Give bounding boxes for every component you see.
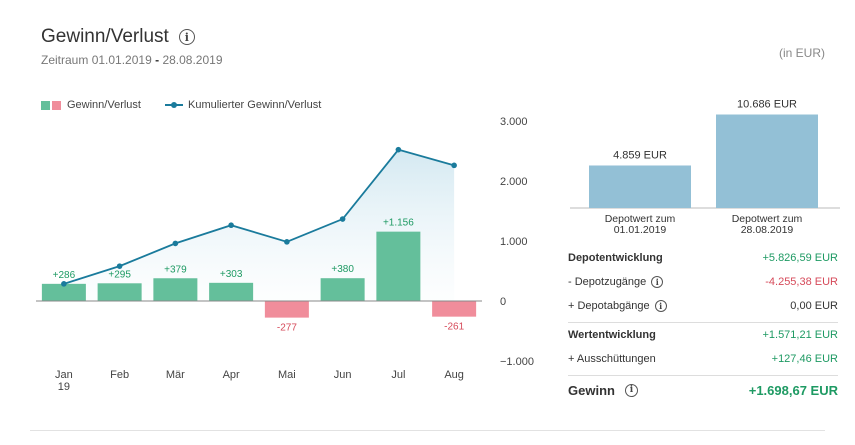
data-label: +303: [220, 269, 243, 280]
x-tick-label: Jul: [391, 369, 405, 381]
line-point: [172, 240, 179, 247]
legend-swatch-positive: [41, 100, 50, 110]
page-title-text: Gewinn/Verlust: [41, 26, 169, 47]
table-row: Wertentwicklung +1.571,21 EUR: [568, 323, 838, 347]
table-row: + Ausschüttungen +127,46 EUR: [568, 347, 838, 371]
row-label-text: + Ausschüttungen: [568, 353, 656, 365]
depot-value-label: 4.859 EUR: [613, 149, 667, 161]
period-end: 28.08.2019: [162, 53, 223, 67]
bar: [432, 301, 477, 317]
legend-item-line[interactable]: Kumulierter Gewinn/Verlust: [164, 99, 322, 111]
bar: [97, 283, 142, 301]
depot-category-label: 28.08.2019: [741, 224, 794, 236]
data-label: +380: [331, 264, 354, 275]
row-label-text: Wertentwicklung: [568, 329, 656, 341]
line-point: [284, 239, 290, 245]
x-tick-label: Mär: [166, 369, 185, 381]
y-tick-label: −1.000: [500, 356, 534, 368]
bar: [264, 301, 309, 318]
legend-label-line: Kumulierter Gewinn/Verlust: [187, 99, 322, 111]
bar: [320, 278, 365, 301]
row-value: +1.571,21 EUR: [762, 329, 838, 341]
info-icon[interactable]: i: [651, 276, 664, 288]
legend-label-bars: Gewinn/Verlust: [67, 99, 141, 111]
period-subtitle: Zeitraum 01.01.2019 - 28.08.2019: [41, 53, 223, 67]
x-tick-label: Jan: [55, 369, 73, 381]
bar: [376, 231, 421, 301]
data-label: -261: [444, 322, 464, 333]
line-point: [61, 281, 67, 287]
depot-value-label: 10.686 EUR: [737, 98, 797, 110]
line-point: [451, 162, 457, 169]
table-row: Depotentwicklung +5.826,59 EUR: [568, 246, 838, 270]
line-point: [339, 216, 346, 222]
x-tick-label: Feb: [110, 369, 129, 381]
depot-bar: [589, 165, 691, 208]
divider: [30, 430, 825, 431]
chart-legend: Gewinn/Verlust Kumulierter Gewinn/Verlus…: [41, 99, 321, 111]
line-point: [116, 263, 123, 269]
y-tick-label: 0: [500, 296, 506, 308]
period-separator: -: [155, 53, 160, 67]
row-label: + Ausschüttungen: [568, 353, 656, 365]
data-label: -277: [277, 323, 297, 334]
row-label-text: + Depotabgänge: [568, 300, 650, 312]
row-value: +127,46 EUR: [771, 353, 838, 365]
profit-loss-chart: 3.000 2.000 1.000 0 −1.000 +286 +295 +379 +303 -2…: [36, 116, 534, 393]
table-separator: [568, 375, 838, 376]
y-tick-label: 1.000: [500, 236, 528, 248]
depot-bar: [716, 114, 818, 208]
total-row: Gewinn i +1.698,67 EUR: [568, 376, 838, 404]
summary-table: Depotentwicklung +5.826,59 EUR - Depotzugä…: [568, 246, 838, 404]
row-value: 0,00 EUR: [790, 300, 838, 312]
x-tick-label: Aug: [444, 369, 464, 381]
bar: [153, 278, 198, 301]
row-label: Wertentwicklung: [568, 329, 656, 341]
row-label-text: Depotentwicklung: [568, 252, 663, 264]
row-value: +5.826,59 EUR: [762, 252, 838, 264]
table-separator: [568, 322, 838, 323]
row-label: + Depotabgänge i: [568, 300, 667, 312]
total-label-text: Gewinn: [568, 382, 615, 398]
data-label: +379: [164, 264, 187, 275]
x-tick-label: Jun: [334, 369, 352, 381]
row-label: - Depotzugänge i: [568, 276, 664, 288]
x-tick-label: Mai: [278, 369, 296, 381]
row-label: Depotentwicklung: [568, 252, 663, 264]
line-point: [395, 146, 402, 153]
row-label-text: - Depotzugänge: [568, 276, 647, 288]
line-point: [228, 222, 234, 229]
x-tick-sublabel: 19: [58, 381, 70, 393]
cumulative-area: [63, 149, 455, 301]
table-row: + Depotabgänge i 0,00 EUR: [568, 294, 838, 318]
legend-swatch-negative: [52, 100, 61, 110]
data-label: +286: [53, 270, 76, 281]
depot-category-label: 01.01.2019: [614, 224, 667, 236]
legend-swatch-line: [164, 102, 183, 108]
y-tick-label: 3.000: [500, 116, 528, 128]
x-tick-label: Apr: [223, 369, 240, 381]
cumulative-line: [63, 148, 455, 285]
header: Gewinn/Verlust i Zeitraum 01.01.2019 - 2…: [41, 26, 223, 67]
row-value: -4.255,38 EUR: [765, 276, 838, 288]
depot-category-label: Depotwert zum: [732, 213, 803, 225]
page-title: Gewinn/Verlust i: [41, 26, 223, 48]
bar: [209, 282, 254, 301]
bar: [41, 283, 86, 301]
info-icon[interactable]: i: [624, 383, 638, 397]
table-row: - Depotzugänge i -4.255,38 EUR: [568, 270, 838, 294]
period-label: Zeitraum: [41, 53, 89, 67]
info-icon[interactable]: i: [654, 300, 667, 312]
y-tick-label: 2.000: [500, 176, 528, 188]
period-start: 01.01.2019: [91, 53, 152, 67]
total-value: +1.698,67 EUR: [748, 382, 838, 398]
depot-category-label: Depotwert zum: [605, 213, 676, 225]
total-label: Gewinn i: [568, 383, 638, 398]
info-icon[interactable]: i: [178, 29, 195, 45]
data-label: +1.156: [383, 218, 414, 229]
legend-item-bars[interactable]: Gewinn/Verlust: [41, 99, 141, 111]
data-label: +295: [108, 269, 131, 280]
currency-note: (in EUR): [778, 46, 825, 60]
